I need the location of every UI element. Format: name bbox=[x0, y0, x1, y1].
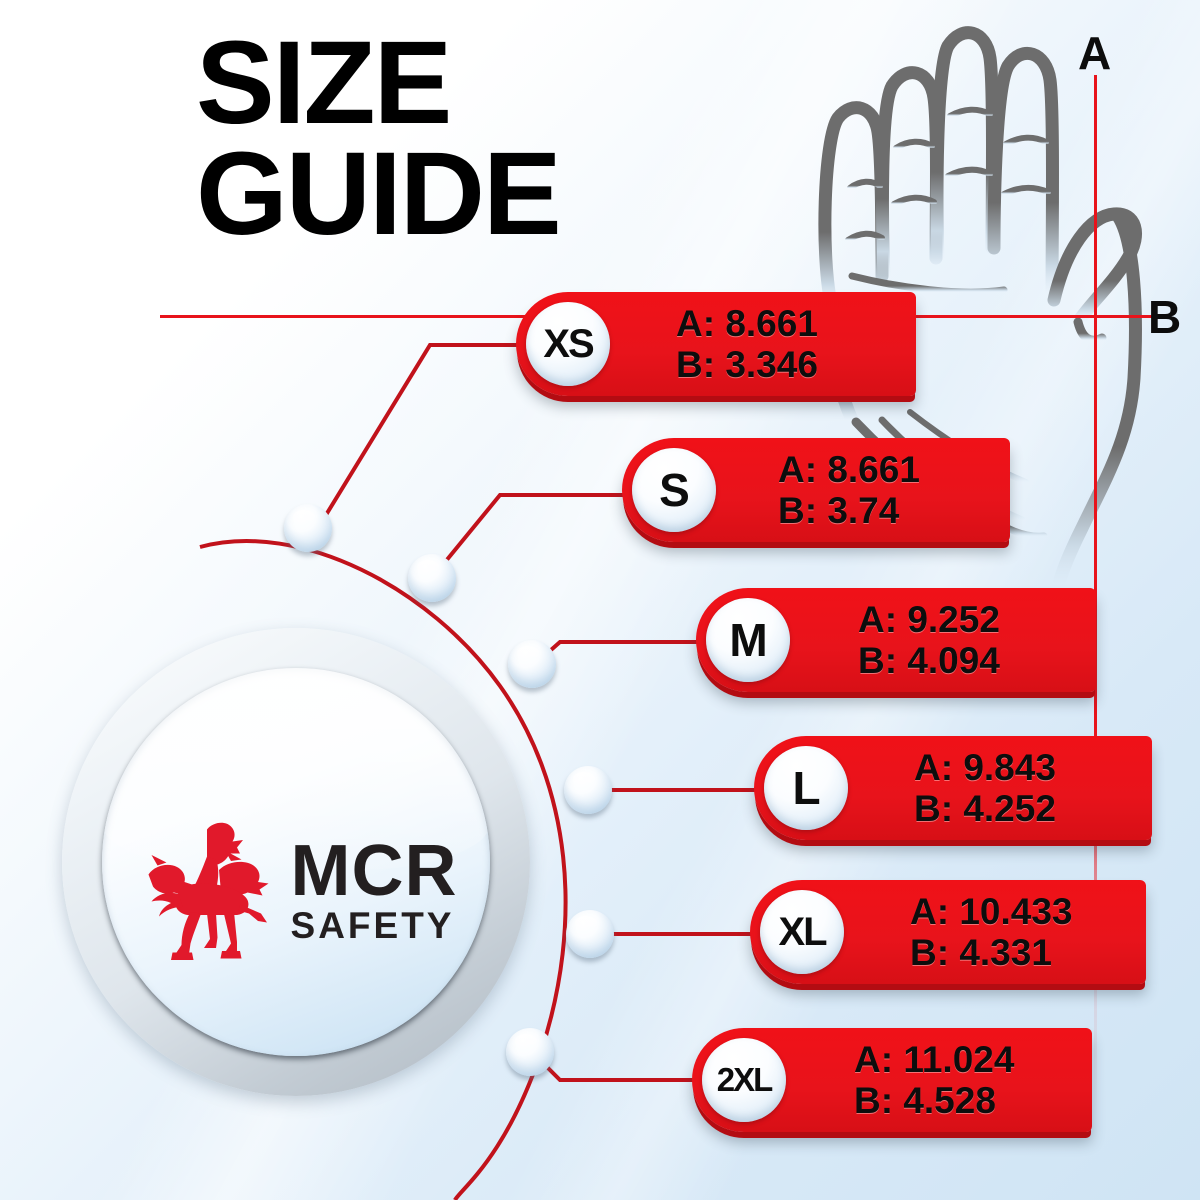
brand-medallion: MCR SAFETY bbox=[62, 628, 530, 1096]
connector-node-xl[interactable] bbox=[566, 910, 614, 958]
size-badge-measurements-l: A: 9.843 B: 4.252 bbox=[914, 747, 1056, 830]
connector-node-m[interactable] bbox=[508, 640, 556, 688]
size-badge-circle-xs: XS bbox=[526, 302, 610, 386]
brand-medallion-inner: MCR SAFETY bbox=[102, 668, 490, 1056]
leader-m bbox=[532, 640, 712, 667]
size-badge-label-l: L bbox=[792, 762, 820, 814]
connector-node-l[interactable] bbox=[564, 766, 612, 814]
connector-node-s[interactable] bbox=[408, 554, 456, 602]
brand-tagline: SAFETY bbox=[290, 904, 455, 946]
page-title: SIZE GUIDE bbox=[196, 17, 562, 260]
connector-arc bbox=[199, 539, 568, 1200]
cerberus-three-headed-dog-icon bbox=[148, 822, 269, 960]
size-badge-m[interactable]: M A: 9.252 B: 4.094 bbox=[696, 588, 1096, 692]
connector-node-xs[interactable] bbox=[284, 504, 332, 552]
leader-2xl bbox=[530, 1050, 706, 1082]
size-badge-xl[interactable]: XL A: 10.433 B: 4.331 bbox=[750, 880, 1146, 984]
measure-label-b: B bbox=[1148, 291, 1182, 343]
size-badge-s[interactable]: S A: 8.661 B: 3.74 bbox=[622, 438, 1010, 542]
medallion-gloss bbox=[102, 668, 490, 870]
size-badge-measurements-s: A: 8.661 B: 3.74 bbox=[778, 449, 920, 532]
brand-logo: MCR SAFETY bbox=[102, 816, 490, 966]
size-badge-circle-2xl: 2XL bbox=[702, 1038, 786, 1122]
brand-wordmark: MCR SAFETY bbox=[290, 831, 458, 946]
size-badge-label-s: S bbox=[659, 464, 690, 516]
size-badge-circle-s: S bbox=[632, 448, 716, 532]
brand-name: MCR bbox=[290, 831, 458, 912]
leader-xs bbox=[316, 343, 530, 530]
measure-label-a: A bbox=[1078, 27, 1112, 79]
size-badge-measurements-xs: A: 8.661 B: 3.346 bbox=[676, 303, 818, 386]
leader-s bbox=[430, 493, 640, 580]
size-badge-measurements-xl: A: 10.433 B: 4.331 bbox=[910, 891, 1073, 974]
size-badge-label-m: M bbox=[729, 614, 767, 666]
size-badge-label-xs: XS bbox=[543, 321, 594, 366]
size-badge-circle-xl: XL bbox=[760, 890, 844, 974]
size-badge-measurements-2xl: A: 11.024 B: 4.528 bbox=[854, 1039, 1015, 1122]
size-badge-circle-m: M bbox=[706, 598, 790, 682]
size-badge-label-xl: XL bbox=[778, 909, 827, 954]
size-badge-circle-l: L bbox=[764, 746, 848, 830]
size-badge-l[interactable]: L A: 9.843 B: 4.252 bbox=[754, 736, 1152, 840]
size-badge-label-2xl: 2XL bbox=[716, 1061, 774, 1098]
size-badge-2xl[interactable]: 2XL A: 11.024 B: 4.528 bbox=[692, 1028, 1092, 1132]
size-badge-xs[interactable]: XS A: 8.661 B: 3.346 bbox=[516, 292, 916, 396]
connector-node-2xl[interactable] bbox=[506, 1028, 554, 1076]
size-badge-measurements-m: A: 9.252 B: 4.094 bbox=[858, 599, 1000, 682]
